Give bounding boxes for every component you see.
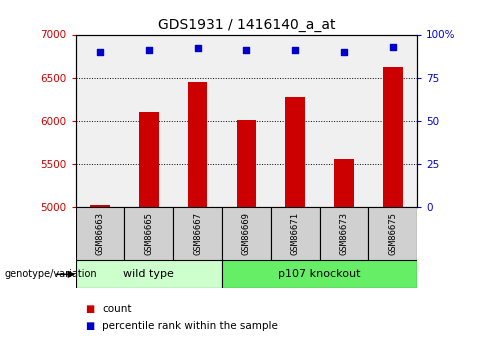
Point [291, 47, 299, 53]
Bar [285, 97, 305, 207]
Bar [90, 205, 110, 207]
Bar [139, 112, 159, 207]
Bar [173, 207, 222, 260]
Bar [76, 260, 222, 288]
Bar [383, 67, 403, 207]
Text: genotype/variation: genotype/variation [5, 269, 98, 279]
Text: ■: ■ [85, 304, 95, 314]
Text: GSM86663: GSM86663 [96, 212, 104, 255]
Bar [334, 159, 354, 207]
Point [243, 47, 250, 53]
Point [145, 47, 153, 53]
Point [194, 46, 202, 51]
Point [96, 49, 104, 55]
Text: GSM86675: GSM86675 [388, 212, 397, 255]
Point [389, 44, 397, 49]
Bar [271, 207, 320, 260]
Text: GSM86673: GSM86673 [340, 212, 348, 255]
Text: GSM86667: GSM86667 [193, 212, 202, 255]
Bar [368, 207, 417, 260]
Bar [222, 207, 271, 260]
Text: wild type: wild type [123, 269, 174, 279]
Text: p107 knockout: p107 knockout [278, 269, 361, 279]
Title: GDS1931 / 1416140_a_at: GDS1931 / 1416140_a_at [158, 18, 335, 32]
Text: percentile rank within the sample: percentile rank within the sample [102, 321, 278, 331]
Text: GSM86671: GSM86671 [291, 212, 300, 255]
Text: GSM86665: GSM86665 [144, 212, 153, 255]
Text: count: count [102, 304, 132, 314]
Bar [124, 207, 173, 260]
Bar [188, 82, 207, 207]
Bar [237, 120, 256, 207]
Point [340, 49, 348, 55]
Text: ■: ■ [85, 321, 95, 331]
Text: GSM86669: GSM86669 [242, 212, 251, 255]
Bar [320, 207, 368, 260]
Bar [222, 260, 417, 288]
Bar [76, 207, 124, 260]
